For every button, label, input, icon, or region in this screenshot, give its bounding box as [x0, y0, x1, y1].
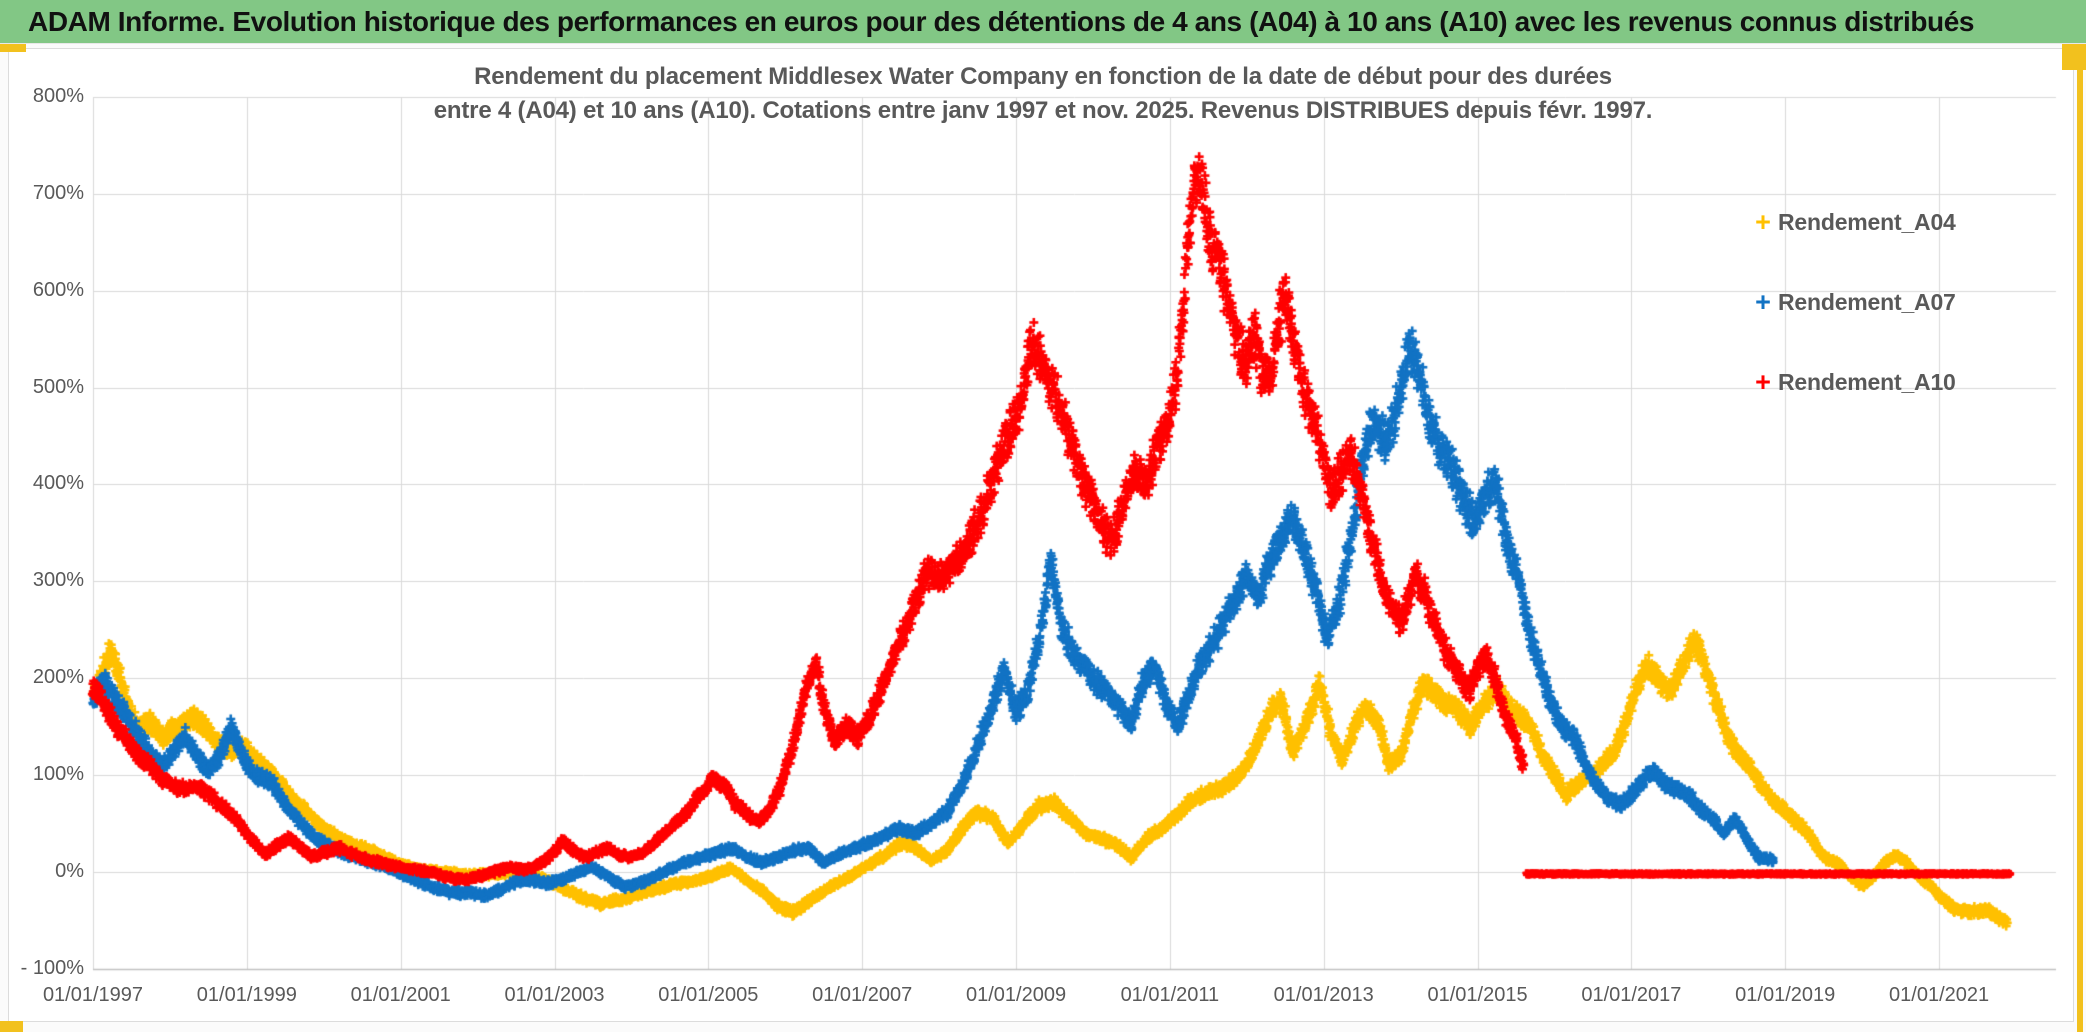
- gold-accent-top-left: [0, 44, 26, 52]
- x-tick-label: 01/01/2001: [350, 984, 451, 1006]
- x-tick-label: 01/01/2021: [1889, 984, 1990, 1006]
- gold-accent-bottom-left: [0, 1021, 23, 1032]
- x-tick-label: 01/01/2019: [1735, 984, 1836, 1006]
- plus-marker-icon: +: [1755, 367, 1771, 397]
- gold-accent-right-strip: [2077, 44, 2083, 1032]
- y-tick-label: 700%: [32, 181, 84, 204]
- chart-title-line1: Rendement du placement Middlesex Water C…: [474, 63, 1612, 90]
- plus-marker-icon: +: [1755, 287, 1771, 317]
- x-tick-label: 01/01/2017: [1581, 984, 1682, 1006]
- legend-item-rendement_a04[interactable]: + Rendement_A04: [1748, 207, 1956, 237]
- page-header-title: ADAM Informe. Evolution historique des p…: [28, 5, 1975, 37]
- plus-marker-icon: +: [1755, 207, 1771, 237]
- y-tick-label: 100%: [32, 763, 84, 786]
- y-tick-label: 300%: [32, 569, 84, 592]
- legend-label: Rendement_A10: [1778, 368, 1956, 395]
- y-tick-label: 200%: [32, 666, 84, 689]
- legend-label: Rendement_A07: [1778, 288, 1956, 315]
- y-tick-label: 600%: [32, 278, 84, 301]
- x-tick-label: 01/01/2011: [1120, 984, 1220, 1006]
- x-tick-label: 01/01/1997: [42, 984, 144, 1006]
- chart-title: Rendement du placement Middlesex Water C…: [60, 60, 2026, 128]
- x-tick-label: 01/01/1999: [196, 984, 297, 1006]
- x-tick-label: 01/01/2009: [965, 984, 1067, 1006]
- legend-label: Rendement_A04: [1778, 208, 1956, 235]
- y-tick-label: 0%: [55, 860, 84, 882]
- x-tick-label: 01/01/2005: [658, 984, 759, 1006]
- y-tick-label: - 100%: [20, 956, 84, 979]
- page-header-banner: ADAM Informe. Evolution historique des p…: [0, 0, 2086, 44]
- y-tick-label: 400%: [32, 472, 84, 495]
- legend-item-rendement_a10[interactable]: + Rendement_A10: [1748, 367, 1956, 397]
- y-tick-label: 500%: [32, 375, 84, 398]
- x-tick-label: 01/01/2015: [1427, 984, 1528, 1006]
- x-tick-label: 01/01/2013: [1273, 984, 1374, 1006]
- x-tick-label: 01/01/2007: [812, 984, 913, 1006]
- x-tick-label: 01/01/2003: [504, 984, 605, 1006]
- y-tick-label: 800%: [32, 84, 84, 107]
- chart-title-line2: entre 4 (A04) et 10 ans (A10). Cotations…: [433, 97, 1653, 124]
- legend-item-rendement_a07[interactable]: + Rendement_A07: [1748, 287, 1956, 317]
